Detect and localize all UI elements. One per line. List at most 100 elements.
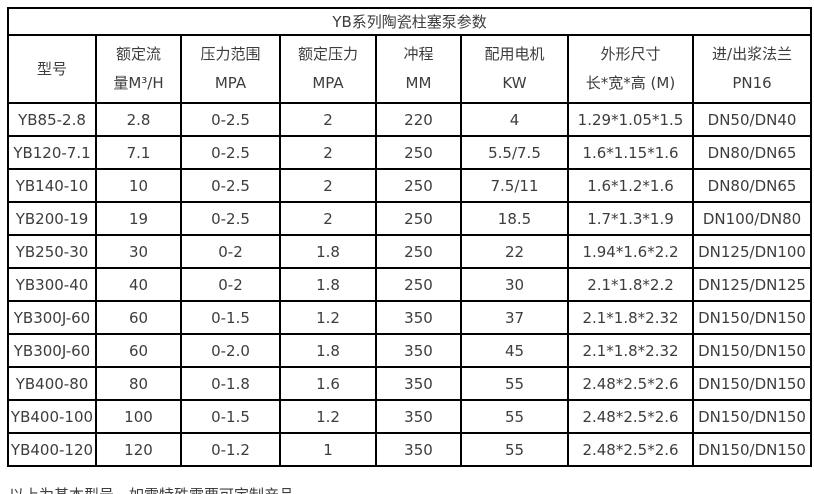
table-row: YB85-2.8 2.8 0-2.5 2 220 4 1.29*1.05*1.5 DN50/D… xyxy=(7,102,813,137)
cell-rated-flow: 10 xyxy=(95,168,182,203)
cell-flange: DN150/DN150 xyxy=(691,432,813,467)
cell-rated-flow: 120 xyxy=(95,432,182,467)
header-dimensions-line2: 长*宽*高 (M) xyxy=(585,74,676,92)
cell-dimensions: 2.1*1.8*2.32 xyxy=(567,333,694,368)
cell-dimensions: 2.48*2.5*2.6 xyxy=(567,432,694,467)
header-flange-line2: PN16 xyxy=(732,74,772,92)
cell-dimensions: 1.6*1.2*1.6 xyxy=(567,168,694,203)
cell-motor-power: 30 xyxy=(460,267,569,302)
cell-pressure-range: 0-2.5 xyxy=(180,102,281,137)
footer-note: 以上为基本型号，如需特殊需要可定制产品。 xyxy=(7,484,807,494)
header-rated-pressure-line2: MPA xyxy=(312,74,344,92)
cell-pressure-range: 0-1.5 xyxy=(180,300,281,335)
table-row: YB200-19 19 0-2.5 2 250 18.5 1.7*1.3*1.9 DN100/… xyxy=(7,201,813,236)
cell-pressure-range: 0-2.5 xyxy=(180,201,281,236)
table-row: YB400-100 100 0-1.5 1.2 350 55 2.48*2.5*2.6 DN1… xyxy=(7,399,813,434)
table-row: YB250-30 30 0-2 1.8 250 22 1.94*1.6*2.2 DN125/D… xyxy=(7,234,813,269)
cell-rated-flow: 100 xyxy=(95,399,182,434)
table-row: YB400-120 120 0-1.2 1 350 55 2.48*2.5*2.6 DN150… xyxy=(7,432,813,467)
cell-dimensions: 2.48*2.5*2.6 xyxy=(567,399,694,434)
cell-flange: DN125/DN125 xyxy=(691,267,813,302)
cell-stroke: 250 xyxy=(375,234,462,269)
header-dimensions: 外形尺寸 长*宽*高 (M) xyxy=(567,34,694,104)
pump-spec-table: YB系列陶瓷柱塞泵参数 型号 额定流 量M³/H 压力范围 MPA 额定压力 M… xyxy=(6,7,813,467)
cell-pressure-range: 0-1.5 xyxy=(180,399,281,434)
cell-rated-pressure: 1.6 xyxy=(279,366,377,401)
cell-stroke: 250 xyxy=(375,267,462,302)
cell-rated-pressure: 2 xyxy=(279,135,377,170)
table-row: YB400-80 80 0-1.8 1.6 350 55 2.48*2.5*2.6 DN150… xyxy=(7,366,813,401)
table-row: YB300J-60 60 0-1.5 1.2 350 37 2.1*1.8*2.32 DN15… xyxy=(7,300,813,335)
cell-rated-pressure: 1.2 xyxy=(279,399,377,434)
cell-model: YB200-19 xyxy=(7,201,97,236)
cell-stroke: 350 xyxy=(375,300,462,335)
cell-model: YB300J-60 xyxy=(7,300,97,335)
cell-pressure-range: 0-2 xyxy=(180,267,281,302)
cell-model: YB300J-60 xyxy=(7,333,97,368)
cell-rated-flow: 60 xyxy=(95,300,182,335)
cell-motor-power: 55 xyxy=(460,432,569,467)
cell-flange: DN150/DN150 xyxy=(691,399,813,434)
cell-dimensions: 1.29*1.05*1.5 xyxy=(567,102,694,137)
header-flange: 进/出浆法兰 PN16 xyxy=(691,34,813,104)
table-row: YB300J-60 60 0-2.0 1.8 350 45 2.1*1.8*2.32 DN15… xyxy=(7,333,813,368)
cell-pressure-range: 0-2.5 xyxy=(180,168,281,203)
cell-rated-flow: 80 xyxy=(95,366,182,401)
header-motor-power-line2: KW xyxy=(502,74,527,92)
cell-stroke: 220 xyxy=(375,102,462,137)
cell-motor-power: 37 xyxy=(460,300,569,335)
cell-stroke: 250 xyxy=(375,201,462,236)
header-stroke-line2: MM xyxy=(405,74,432,92)
cell-flange: DN125/DN100 xyxy=(691,234,813,269)
cell-dimensions: 2.1*1.8*2.2 xyxy=(567,267,694,302)
cell-pressure-range: 0-2.0 xyxy=(180,333,281,368)
cell-dimensions: 1.7*1.3*1.9 xyxy=(567,201,694,236)
cell-stroke: 350 xyxy=(375,432,462,467)
table-title-row: YB系列陶瓷柱塞泵参数 xyxy=(6,7,813,36)
cell-model: YB400-80 xyxy=(7,366,97,401)
cell-rated-pressure: 2 xyxy=(279,102,377,137)
cell-flange: DN150/DN150 xyxy=(691,300,813,335)
cell-rated-flow: 40 xyxy=(95,267,182,302)
cell-flange: DN100/DN80 xyxy=(691,201,813,236)
header-rated-flow: 额定流 量M³/H xyxy=(95,34,182,104)
cell-dimensions: 1.6*1.15*1.6 xyxy=(567,135,694,170)
cell-flange: DN150/DN150 xyxy=(691,366,813,401)
cell-rated-pressure: 2 xyxy=(279,168,377,203)
header-pressure-range-line2: MPA xyxy=(214,74,247,92)
table-header-row: 型号 额定流 量M³/H 压力范围 MPA 额定压力 MPA 冲程 MM xyxy=(7,34,813,104)
header-flange-line1: 进/出浆法兰 xyxy=(712,45,793,63)
cell-rated-pressure: 1.8 xyxy=(279,234,377,269)
cell-model: YB400-120 xyxy=(7,432,97,467)
cell-stroke: 250 xyxy=(375,135,462,170)
cell-flange: DN150/DN150 xyxy=(691,333,813,368)
table-body: YB85-2.8 2.8 0-2.5 2 220 4 1.29*1.05*1.5 DN50/D… xyxy=(7,102,813,467)
cell-motor-power: 18.5 xyxy=(460,201,569,236)
cell-rated-pressure: 1.2 xyxy=(279,300,377,335)
cell-rated-pressure: 1.8 xyxy=(279,333,377,368)
header-rated-pressure-line1: 额定压力 xyxy=(297,45,358,63)
cell-stroke: 350 xyxy=(375,399,462,434)
cell-dimensions: 2.1*1.8*2.32 xyxy=(567,300,694,335)
cell-rated-pressure: 1.8 xyxy=(279,267,377,302)
cell-rated-flow: 19 xyxy=(95,201,182,236)
cell-model: YB250-30 xyxy=(7,234,97,269)
cell-pressure-range: 0-2 xyxy=(180,234,281,269)
table-row: YB120-7.1 7.1 0-2.5 2 250 5.5/7.5 1.6*1.15*1.6… xyxy=(7,135,813,170)
table-row: YB300-40 40 0-2 1.8 250 30 2.1*1.8*2.2 DN125/DN… xyxy=(7,267,813,302)
cell-rated-flow: 60 xyxy=(95,333,182,368)
cell-motor-power: 45 xyxy=(460,333,569,368)
header-rated-pressure: 额定压力 MPA xyxy=(279,34,377,104)
cell-stroke: 350 xyxy=(375,333,462,368)
cell-flange: DN50/DN40 xyxy=(691,102,813,137)
header-pressure-range-line1: 压力范围 xyxy=(200,45,261,63)
cell-model: YB85-2.8 xyxy=(7,102,97,137)
cell-rated-pressure: 1 xyxy=(279,432,377,467)
cell-flange: DN80/DN65 xyxy=(691,135,813,170)
cell-dimensions: 1.94*1.6*2.2 xyxy=(567,234,694,269)
cell-dimensions: 2.48*2.5*2.6 xyxy=(567,366,694,401)
cell-model: YB300-40 xyxy=(7,267,97,302)
cell-motor-power: 7.5/11 xyxy=(460,168,569,203)
header-dimensions-line1: 外形尺寸 xyxy=(600,45,661,63)
cell-model: YB140-10 xyxy=(7,168,97,203)
